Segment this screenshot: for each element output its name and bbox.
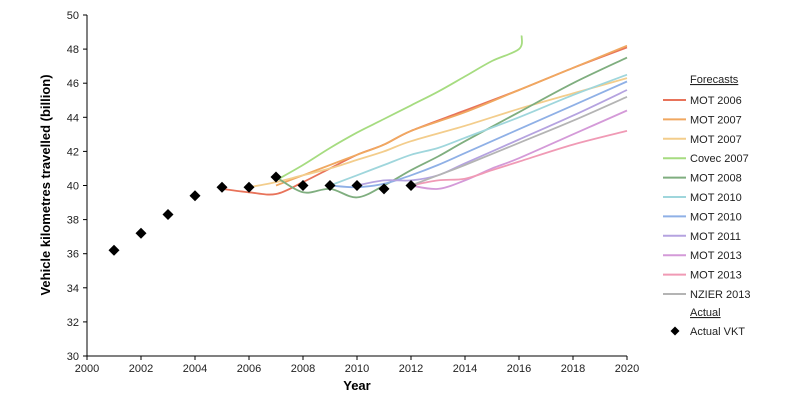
legend-label: MOT 2010 (690, 192, 742, 204)
y-tick-label: 44 (67, 112, 79, 124)
y-tick-label: 32 (67, 317, 79, 329)
actual-vkt-point (405, 180, 417, 191)
x-tick-label: 2000 (75, 363, 99, 375)
legend-items: MOT 2006 MOT 2007 MOT 2007 Covec 2007 MOT 20… (663, 95, 751, 301)
actual-vkt-point (243, 181, 255, 193)
actual-vkt-point (324, 180, 336, 191)
x-axis-title: Year (343, 378, 370, 393)
legend-label: MOT 2008 (690, 173, 742, 185)
y-tick-label: 48 (67, 44, 79, 56)
series-line (221, 46, 628, 196)
x-tick-label: 2012 (399, 363, 423, 375)
y-tick-label: 50 (67, 10, 79, 22)
legend: Forecasts MOT 2006 MOT 2007 MOT 2007 Covec … (663, 74, 751, 338)
series-line (410, 95, 628, 187)
forecast-lines (221, 35, 628, 199)
y-tick-label: 34 (67, 283, 79, 295)
legend-label: MOT 2013 (690, 250, 742, 262)
series-line (410, 130, 628, 187)
legend-label: MOT 2007 (690, 114, 742, 126)
legend-actual-label: Actual VKT (690, 326, 745, 338)
x-tick-label: 2018 (561, 363, 585, 375)
x-tick-label: 2004 (183, 363, 207, 375)
series-line (329, 73, 628, 187)
actual-vkt-point (351, 180, 363, 191)
y-tick-label: 46 (67, 78, 79, 90)
series-line (275, 56, 628, 199)
x-tick-label: 2008 (291, 363, 315, 375)
y-tick-label: 42 (67, 146, 79, 158)
actual-vkt-point (135, 227, 147, 239)
legend-label: Covec 2007 (690, 153, 749, 165)
tick-labels: 2000 2002 2004 2006 2008 2010 2012 2014 2016 2018… (67, 10, 639, 375)
actual-vkt-point (270, 171, 282, 183)
tick-marks (83, 14, 628, 360)
legend-label: MOT 2013 (690, 270, 742, 282)
actual-vkt-point (297, 180, 309, 191)
y-tick-label: 30 (67, 351, 79, 363)
actual-vkt-point (162, 208, 174, 220)
legend-label: NZIER 2013 (690, 289, 751, 301)
legend-label: MOT 2006 (690, 95, 742, 107)
legend-heading-forecasts: Forecasts (690, 74, 739, 86)
series-line (248, 77, 628, 189)
x-tick-label: 2016 (507, 363, 531, 375)
legend-actual-marker (670, 326, 680, 336)
x-tick-label: 2006 (237, 363, 261, 375)
legend-label: MOT 2007 (690, 134, 742, 146)
x-tick-label: 2014 (453, 363, 477, 375)
series-line (410, 109, 628, 190)
actual-vkt-point (378, 183, 390, 195)
actual-vkt-point (108, 244, 120, 256)
x-tick-label: 2010 (345, 363, 369, 375)
actual-vkt-point (189, 190, 201, 202)
legend-label: MOT 2010 (690, 211, 742, 223)
axes (86, 15, 627, 357)
legend-label: MOT 2011 (690, 231, 741, 243)
actual-markers (108, 171, 417, 256)
series-line (329, 80, 628, 189)
legend-heading-actual: Actual (690, 307, 721, 319)
x-tick-label: 2002 (129, 363, 153, 375)
x-tick-label: 2020 (615, 363, 639, 375)
y-tick-label: 36 (67, 249, 79, 261)
actual-vkt-point (216, 181, 228, 193)
y-axis-title: Vehicle kilometres travelled (billion) (38, 74, 53, 295)
legend-actual-item: Actual VKT (670, 326, 745, 338)
series-line (275, 35, 523, 182)
y-tick-label: 38 (67, 215, 79, 227)
y-tick-label: 40 (67, 181, 79, 193)
series-line (275, 44, 628, 187)
